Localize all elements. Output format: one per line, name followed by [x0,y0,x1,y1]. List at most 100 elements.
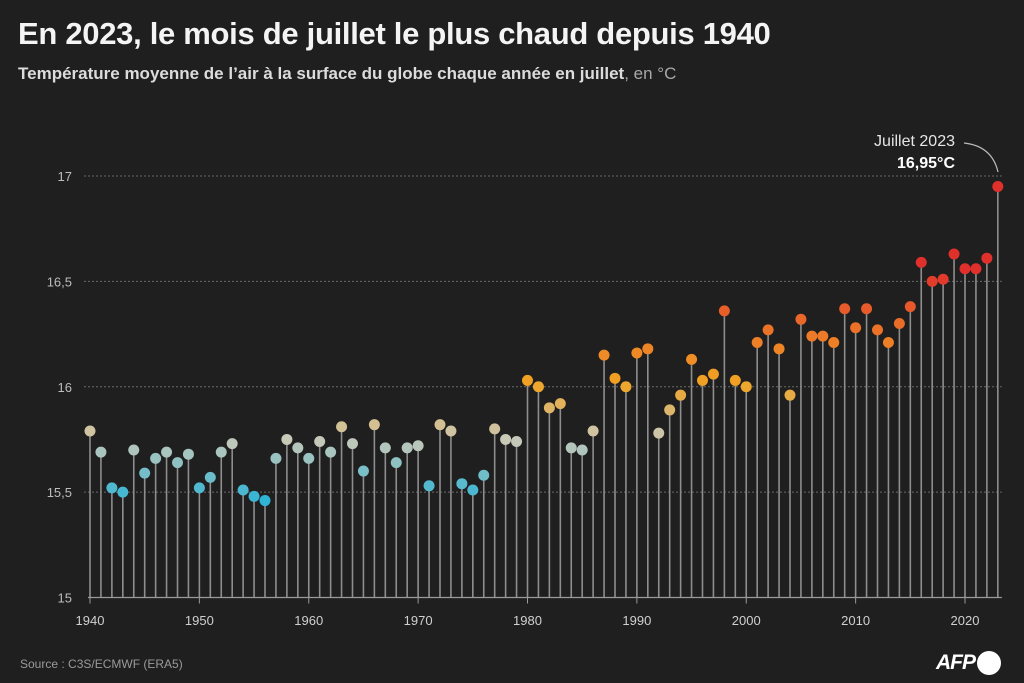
data-point [128,444,140,456]
data-point [675,389,687,401]
data-point [445,425,457,437]
x-tick-label: 1980 [513,613,542,628]
data-point [718,305,730,317]
afp-logo: AFP [936,651,1001,675]
data-point [620,381,632,393]
data-point [751,336,763,348]
data-point [303,452,315,464]
data-point [598,349,610,361]
data-point [664,404,676,416]
data-point [84,425,96,437]
data-point [762,324,774,336]
source-note: Source : C3S/ECMWF (ERA5) [20,657,183,671]
data-point [325,446,337,458]
data-point [226,438,238,450]
data-point [215,446,227,458]
data-point [172,457,183,469]
y-tick-label: 17 [58,169,72,184]
data-point [707,368,719,380]
data-point [193,482,205,494]
data-point [500,433,512,445]
y-axis: 15 15,5 16 16,5 17 [47,169,72,606]
x-tick-label: 1990 [622,613,651,628]
data-point [740,381,752,393]
y-tick-label: 16,5 [47,274,72,289]
data-point [773,343,785,355]
data-point [806,330,818,342]
data-point [161,446,173,458]
annotation-value: 16,95°C [897,155,955,172]
x-tick-label: 1970 [404,613,433,628]
data-point [959,263,971,275]
x-tick-label: 2000 [732,613,761,628]
data-point [904,301,916,313]
data-point [642,343,654,355]
y-tick-label: 15 [58,591,72,606]
data-point [379,442,391,454]
data-point [839,303,851,315]
data-point [587,425,599,437]
data-point [292,442,304,454]
x-tick-label: 2020 [951,613,980,628]
gridlines [84,175,1002,493]
data-point [106,482,118,494]
data-point [357,465,369,477]
data-point [970,263,982,275]
data-point [270,452,282,464]
data-point [948,248,960,260]
data-point [532,381,544,393]
data-point [456,478,468,490]
data-point [784,389,796,401]
annotation: Juillet 2023 16,95°C [874,133,999,173]
data-point [237,484,249,496]
data-point [390,457,402,469]
data-point [489,423,501,435]
x-tick-label: 1940 [76,613,105,628]
data-point [817,330,829,342]
chart-title: En 2023, le mois de juillet le plus chau… [18,16,771,51]
data-point [850,322,862,334]
data-point [95,446,107,458]
x-tick-label: 1950 [185,613,214,628]
logo-text: AFP [936,651,976,674]
data-point [653,427,665,439]
x-axis: 1940 1950 1960 1970 1980 1990 2000 2010 2020 [76,596,1002,628]
data-point [554,398,566,410]
annotation-label: Juillet 2023 [874,133,955,150]
data-points [84,181,1004,507]
data-point [543,402,555,414]
data-point [882,336,894,348]
data-point [281,433,293,445]
subtitle-unit: , en °C [624,64,677,83]
data-point [259,495,271,507]
y-tick-label: 16 [58,380,72,395]
data-point [872,324,883,336]
data-point [828,336,840,348]
data-point [204,471,216,483]
logo-circle [977,651,1001,675]
data-point [511,436,523,448]
data-point [686,353,698,365]
x-tick-label: 1960 [294,613,323,628]
chart-subtitle: Température moyenne de l’air à la surfac… [18,64,676,84]
data-point [861,303,873,315]
data-point [314,436,326,448]
data-point [412,440,424,452]
data-point [609,372,621,384]
data-point [423,480,435,492]
data-point [467,484,479,496]
data-point [937,273,949,285]
annotation-leader [963,142,999,173]
x-tick-label: 2010 [841,613,870,628]
data-point [893,318,905,330]
data-point [368,419,380,431]
stems [89,186,999,598]
data-point [915,256,927,268]
data-point [401,442,413,454]
data-point [522,374,533,386]
data-point [981,252,993,264]
data-point [795,313,807,325]
data-point [182,448,194,460]
data-point [478,469,490,481]
